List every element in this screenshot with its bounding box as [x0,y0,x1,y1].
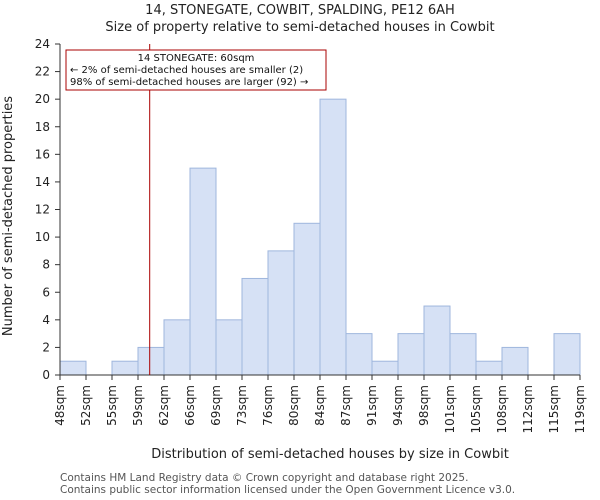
annotation-line-3: 98% of semi-detached houses are larger (… [70,77,308,88]
chart-subtitle: Size of property relative to semi-detach… [105,20,494,35]
x-tick-label: 48sqm [53,385,67,426]
x-tick-label: 73sqm [235,385,249,426]
annotation-box: 14 STONEGATE: 60sqm ← 2% of semi-detache… [65,49,327,91]
x-tick-label: 115sqm [547,385,561,433]
bar-108sqm [501,346,529,376]
x-axis-ticks: 48sqm 52sqm 55sqm 59sqm 62sqm 66sqm 69sqm 73sqm… [53,375,587,433]
footer-line-1: Contains HM Land Registry data © Crown c… [60,472,468,484]
bar-62sqm [163,319,191,376]
x-tick-label: 119sqm [573,385,587,433]
x-tick-label: 55sqm [105,385,119,426]
y-tick-label: 14 [35,175,50,189]
x-tick-label: 52sqm [79,385,93,426]
bar-94sqm [397,333,425,376]
x-tick-label: 84sqm [313,385,327,426]
y-tick-label: 2 [42,340,50,354]
bar-91sqm [371,360,399,376]
y-tick-label: 24 [35,37,50,51]
bar-84sqm [319,98,347,376]
annotation-box-frame [65,49,327,91]
x-tick-label: 98sqm [417,385,431,426]
y-tick-label: 10 [35,230,50,244]
y-tick-label: 20 [35,92,50,106]
y-tick-label: 6 [42,285,50,299]
x-axis-label: Distribution of semi-detached houses by … [151,447,509,462]
x-tick-label: 76sqm [261,385,275,426]
bars-group [59,98,581,376]
y-axis-label: Number of semi-detached properties [1,96,16,336]
y-tick-label: 8 [42,258,50,272]
bar-80sqm [293,222,321,376]
bar-76sqm [267,250,295,376]
bar-98sqm [423,305,451,376]
x-tick-label: 59sqm [131,385,145,426]
annotation-line-1: 14 STONEGATE: 60sqm [138,53,255,64]
bar-101sqm [449,333,477,376]
x-tick-label: 69sqm [209,385,223,426]
y-tick-label: 12 [35,203,50,217]
bar-48sqm [59,360,87,376]
x-tick-label: 105sqm [469,385,483,433]
x-tick-label: 108sqm [495,385,509,433]
x-tick-label: 80sqm [287,385,301,426]
bar-73sqm [241,277,269,376]
x-tick-label: 66sqm [183,385,197,426]
x-tick-label: 94sqm [391,385,405,426]
bar-59sqm [137,346,165,376]
footer-line-2: Contains public sector information licen… [60,484,515,496]
bar-55sqm [111,360,139,376]
y-tick-label: 0 [42,368,50,382]
x-tick-label: 91sqm [365,385,379,426]
annotation-line-2: ← 2% of semi-detached houses are smaller… [70,65,303,76]
bar-115sqm [553,333,581,376]
x-tick-label: 101sqm [443,385,457,433]
bar-66sqm [189,167,217,376]
bar-69sqm [215,319,243,376]
x-tick-label: 112sqm [521,385,535,433]
y-tick-label: 16 [35,147,50,161]
bar-105sqm [475,360,503,376]
chart-title: 14, STONEGATE, COWBIT, SPALDING, PE12 6A… [145,3,455,18]
y-tick-label: 4 [42,313,50,327]
y-tick-label: 22 [35,65,50,79]
bar-87sqm [345,333,373,376]
x-tick-label: 87sqm [339,385,353,426]
y-tick-label: 18 [35,120,50,134]
x-tick-label: 62sqm [157,385,171,426]
